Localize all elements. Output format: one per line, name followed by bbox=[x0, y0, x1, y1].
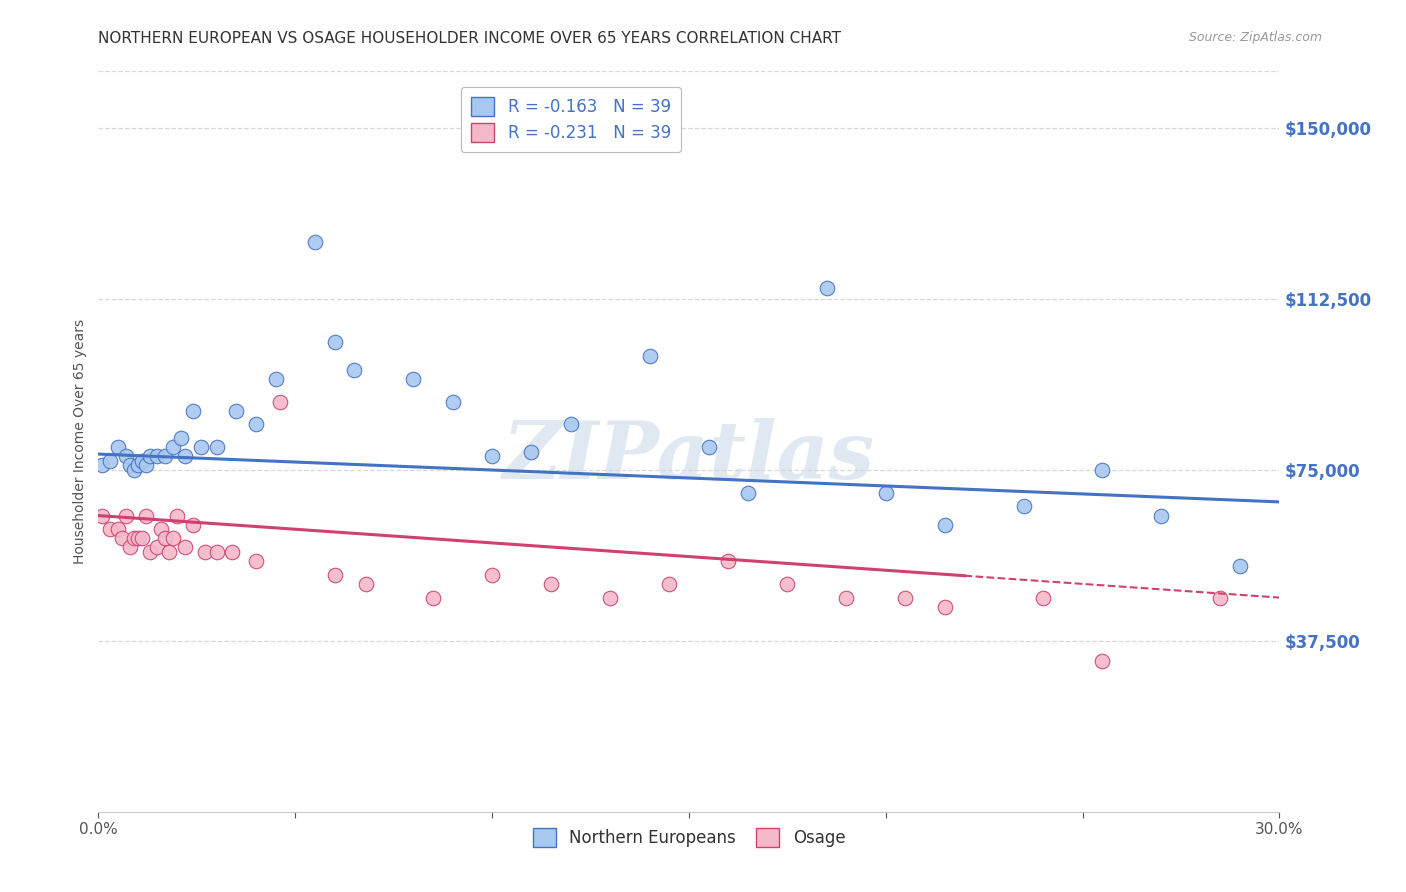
Point bbox=[155, 532, 177, 546]
Point bbox=[98, 454, 121, 468]
Y-axis label: Householder Income Over 65 years: Householder Income Over 65 years bbox=[73, 319, 87, 564]
Point bbox=[135, 458, 157, 473]
Point bbox=[599, 591, 621, 605]
Point bbox=[146, 541, 169, 555]
Point bbox=[127, 458, 149, 473]
Point bbox=[323, 567, 346, 582]
Point bbox=[481, 567, 503, 582]
Point bbox=[402, 372, 425, 386]
Point bbox=[815, 281, 838, 295]
Point bbox=[1032, 591, 1054, 605]
Point bbox=[894, 591, 917, 605]
Text: ZIPatlas: ZIPatlas bbox=[503, 417, 875, 495]
Point bbox=[194, 545, 217, 559]
Point bbox=[205, 440, 228, 454]
Point bbox=[776, 577, 799, 591]
Point bbox=[343, 363, 366, 377]
Point bbox=[91, 458, 114, 473]
Point bbox=[131, 454, 153, 468]
Point bbox=[717, 554, 740, 568]
Point bbox=[221, 545, 243, 559]
Text: Source: ZipAtlas.com: Source: ZipAtlas.com bbox=[1188, 31, 1322, 45]
Point bbox=[166, 508, 188, 523]
Point bbox=[1091, 463, 1114, 477]
Point bbox=[150, 522, 173, 536]
Point bbox=[115, 508, 138, 523]
Point bbox=[190, 440, 212, 454]
Point bbox=[1150, 508, 1173, 523]
Point bbox=[107, 440, 129, 454]
Point bbox=[875, 485, 897, 500]
Point bbox=[174, 450, 197, 464]
Point bbox=[157, 545, 180, 559]
Point bbox=[135, 508, 157, 523]
Point bbox=[111, 532, 134, 546]
Point bbox=[481, 450, 503, 464]
Point bbox=[155, 450, 177, 464]
Point bbox=[520, 444, 543, 458]
Point bbox=[1209, 591, 1232, 605]
Point bbox=[697, 440, 720, 454]
Point bbox=[245, 554, 267, 568]
Point bbox=[174, 541, 197, 555]
Point bbox=[441, 394, 464, 409]
Point bbox=[1229, 558, 1251, 573]
Point bbox=[127, 532, 149, 546]
Point bbox=[835, 591, 858, 605]
Point bbox=[131, 532, 153, 546]
Point bbox=[269, 394, 291, 409]
Point bbox=[934, 517, 956, 532]
Point bbox=[205, 545, 228, 559]
Point bbox=[162, 440, 184, 454]
Point bbox=[118, 458, 141, 473]
Point bbox=[737, 485, 759, 500]
Point bbox=[354, 577, 377, 591]
Point bbox=[934, 599, 956, 614]
Legend: Northern Europeans, Osage: Northern Europeans, Osage bbox=[524, 819, 853, 855]
Point bbox=[122, 532, 145, 546]
Point bbox=[181, 404, 204, 418]
Point bbox=[1091, 654, 1114, 668]
Point bbox=[170, 431, 193, 445]
Point bbox=[138, 545, 160, 559]
Point bbox=[138, 450, 160, 464]
Point bbox=[245, 417, 267, 432]
Point bbox=[638, 349, 661, 363]
Point bbox=[225, 404, 247, 418]
Point bbox=[181, 517, 204, 532]
Point bbox=[98, 522, 121, 536]
Point bbox=[264, 372, 287, 386]
Point bbox=[107, 522, 129, 536]
Point bbox=[422, 591, 444, 605]
Point bbox=[115, 450, 138, 464]
Point bbox=[146, 450, 169, 464]
Point bbox=[118, 541, 141, 555]
Text: NORTHERN EUROPEAN VS OSAGE HOUSEHOLDER INCOME OVER 65 YEARS CORRELATION CHART: NORTHERN EUROPEAN VS OSAGE HOUSEHOLDER I… bbox=[98, 31, 841, 46]
Point bbox=[658, 577, 681, 591]
Point bbox=[122, 463, 145, 477]
Point bbox=[323, 335, 346, 350]
Point bbox=[1012, 500, 1035, 514]
Point bbox=[162, 532, 184, 546]
Point bbox=[91, 508, 114, 523]
Point bbox=[304, 235, 326, 250]
Point bbox=[560, 417, 582, 432]
Point bbox=[540, 577, 562, 591]
